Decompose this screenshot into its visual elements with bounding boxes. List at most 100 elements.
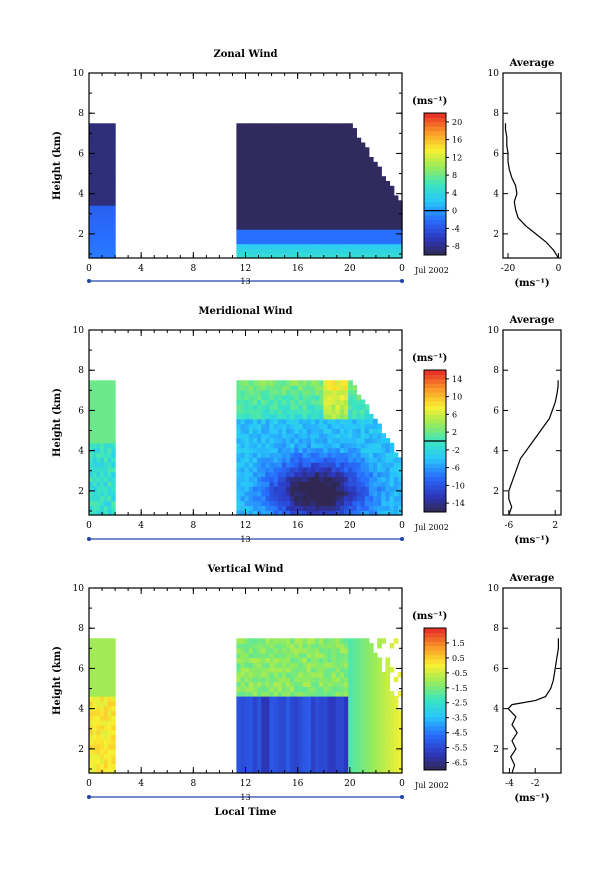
heatmap-cell <box>360 181 366 187</box>
heatmap-cell <box>302 238 308 245</box>
heatmap-cell <box>100 763 105 769</box>
heatmap-cell <box>344 243 349 249</box>
heatmap-cell <box>294 238 299 245</box>
heatmap-cell <box>319 233 324 240</box>
heatmap-cell <box>368 438 374 444</box>
month-label: Jul 2002 <box>414 523 449 532</box>
heatmap-cell <box>385 248 391 254</box>
heatmap-cell <box>111 452 116 458</box>
profile-y-tick-label: 8 <box>493 624 499 634</box>
heatmap-cell <box>302 724 308 731</box>
heatmap-cell <box>248 686 254 692</box>
colorbar-step <box>424 401 446 406</box>
heatmap-cell <box>368 481 374 487</box>
heatmap-cell <box>107 142 112 148</box>
colorbar-tick-label: 4 <box>452 189 457 198</box>
heatmap-cell <box>92 643 97 649</box>
heatmap-cell <box>96 471 101 478</box>
heatmap-cell <box>298 224 304 230</box>
heatmap-cell <box>331 686 337 692</box>
heatmap-cell <box>96 691 101 697</box>
heatmap-cell <box>286 243 291 249</box>
heatmap-cell <box>344 399 349 405</box>
heatmap-cell <box>257 142 262 148</box>
heatmap-cell <box>257 161 262 168</box>
heatmap-cell <box>244 185 250 192</box>
heatmap-cell <box>327 161 333 168</box>
heatmap-cell <box>244 253 250 259</box>
heatmap-cell <box>377 720 382 726</box>
heatmap-cell <box>294 229 299 235</box>
heatmap-cell <box>236 238 242 245</box>
heatmap-cell <box>323 652 328 659</box>
colorbar-step <box>424 507 446 513</box>
heatmap-cell <box>385 457 391 463</box>
heatmap-cell <box>331 763 337 769</box>
heatmap-cell <box>323 414 328 420</box>
heatmap-cell <box>323 409 328 415</box>
heatmap-cell <box>389 466 395 473</box>
y-tick-label: 2 <box>78 487 84 497</box>
heatmap-cell <box>244 404 250 410</box>
heatmap-cell <box>310 248 316 254</box>
heatmap-cell <box>290 676 295 683</box>
heatmap-cell <box>89 452 94 458</box>
heatmap-cell <box>348 394 353 401</box>
heatmap-cell <box>352 428 357 434</box>
heatmap-cell <box>277 748 283 755</box>
heatmap-cell <box>356 691 362 697</box>
heatmap-cell <box>244 157 250 163</box>
heatmap-cell <box>265 672 271 678</box>
heatmap-cell <box>294 380 299 386</box>
heatmap-cell <box>331 389 337 396</box>
heatmap-cell <box>269 161 275 168</box>
heatmap-cell <box>335 442 341 449</box>
profile-y-tick-label: 6 <box>493 664 499 674</box>
heatmap-cell <box>286 394 291 401</box>
heatmap-cell <box>368 466 374 473</box>
heatmap-cell <box>323 720 328 726</box>
heatmap-cell <box>381 495 386 502</box>
heatmap-cell <box>269 744 275 750</box>
heatmap-cell <box>89 753 94 760</box>
heatmap-cell <box>290 176 295 182</box>
heatmap-cell <box>364 423 370 429</box>
heatmap-cell <box>368 161 374 168</box>
heatmap-cell <box>100 476 105 482</box>
heatmap-cell <box>373 657 378 663</box>
heatmap-cell <box>298 495 304 502</box>
heatmap-cell <box>315 409 320 415</box>
heatmap-cell <box>368 505 374 511</box>
heatmap-cell <box>344 200 349 206</box>
heatmap-cell <box>352 132 357 139</box>
heatmap-cell <box>377 171 382 177</box>
heatmap-cell <box>290 696 295 702</box>
heatmap-cell <box>344 195 349 201</box>
heatmap-cell <box>269 486 275 492</box>
heatmap-cell <box>92 662 97 668</box>
heatmap-cell <box>323 385 328 391</box>
profile-y-tick-label: 10 <box>488 584 500 594</box>
heatmap-cell <box>373 462 378 468</box>
heatmap-cell <box>96 486 101 492</box>
heatmap-cell <box>348 768 353 774</box>
heatmap-cell <box>252 662 258 668</box>
heatmap-cell <box>286 505 291 511</box>
heatmap-cell <box>360 142 366 148</box>
heatmap-cell <box>111 142 116 148</box>
heatmap-cell <box>368 457 374 463</box>
heatmap-cell <box>298 233 304 240</box>
colorbar-step <box>424 752 446 758</box>
heatmap-cell <box>352 190 357 196</box>
heatmap-cell <box>273 209 279 216</box>
heatmap-cell <box>261 490 266 497</box>
heatmap-cell <box>236 248 242 254</box>
heatmap-cell <box>248 209 254 216</box>
heatmap-cell <box>281 457 287 463</box>
heatmap-cell <box>107 676 112 683</box>
heatmap-cell <box>100 495 105 502</box>
heatmap-cell <box>252 404 258 410</box>
heatmap-cell <box>364 452 370 458</box>
heatmap-cell <box>344 705 349 711</box>
